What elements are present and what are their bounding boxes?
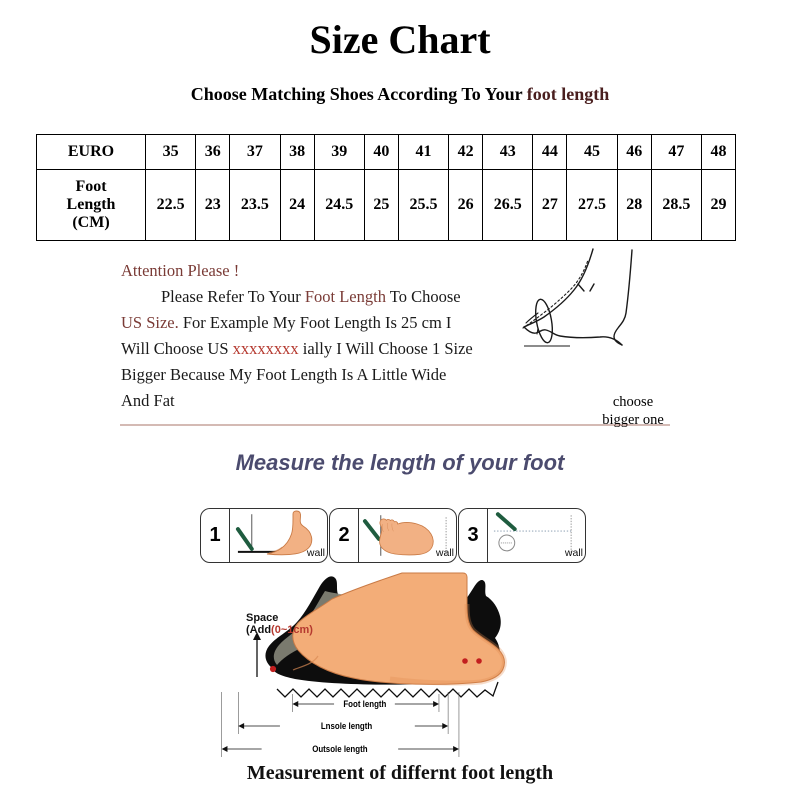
svg-text:Lnsole length: Lnsole length [321, 720, 372, 731]
svg-text:Outsole length: Outsole length [312, 743, 367, 754]
svg-text:Foot length: Foot length [343, 698, 386, 709]
